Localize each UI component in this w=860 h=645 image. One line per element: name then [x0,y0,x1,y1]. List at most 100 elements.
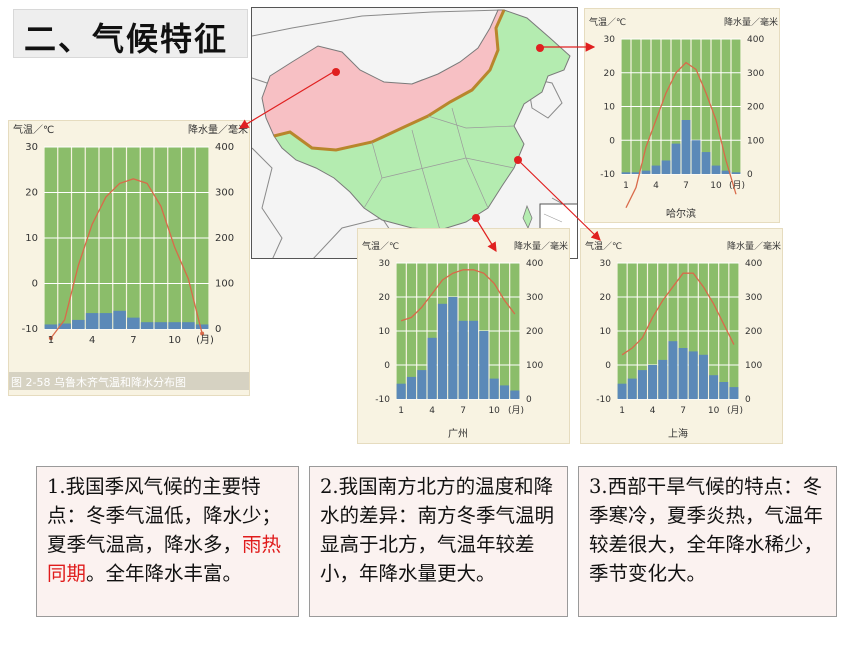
harbin-chart-panel: 气温／℃ 降水量／毫米 30 20 10 0 -10 400 300 200 100 0 1 4 7 10 (月… [584,8,780,223]
harbin-dot [536,44,544,52]
note2-text: 2.我国南方北方的温度和降水的差异：南方冬季气温明显高于北方，气温年较差小，年降… [320,475,555,585]
temp-tick-label: -10 [375,395,390,405]
month-tick-label: (月) [196,334,214,346]
precip-bar [113,310,126,329]
note1-emphasis: 雨热同期 [47,533,282,585]
precip-bar [631,172,641,174]
month-tick-label: 4 [429,406,435,416]
precip-bar [458,320,468,399]
arrow-guangzhou [474,216,497,253]
precip-bar [72,319,85,329]
temp-tick-label: 10 [379,327,391,337]
temp-tick-label: 20 [25,188,38,199]
arrow-shanghai [516,158,601,241]
month-tick-label: 4 [650,406,656,416]
precip-tick-label: 200 [215,233,234,244]
month-tick-label: 10 [168,335,181,346]
temp-tick-label: 0 [609,136,615,146]
note-monsoon-features: 1.我国季风气候的主要特点：冬季气温低，降水少；夏季气温高，降水多，雨热同期。全… [36,466,299,617]
precip-tick-label: 300 [215,188,234,199]
precip-tick-label: 300 [745,293,762,303]
precip-bar [437,303,448,399]
precip-tick-label: 400 [745,259,762,269]
month-tick-label: (月) [729,180,745,191]
month-tick-label: 7 [680,406,686,416]
precip-bar [729,387,739,399]
precip-bar [168,322,181,329]
temperature-point [48,336,53,341]
precip-bar [719,382,729,399]
temp-tick-label: 30 [600,259,612,269]
month-tick-label: 1 [619,406,625,416]
precip-axis-label: 降水量／毫米 [514,240,568,252]
temp-tick-label: 20 [600,293,612,303]
precip-bar [448,297,458,399]
precip-bar [406,376,417,399]
temp-tick-label: 0 [605,361,611,371]
precip-bar [468,320,479,399]
precip-bar [681,120,691,174]
precip-bar [651,165,661,174]
precip-bar [99,313,113,329]
precip-bar [637,370,647,399]
temp-axis-label: 气温／℃ [585,240,622,252]
precip-bar [627,378,637,399]
month-tick-label: (月) [727,405,743,416]
precip-bar [195,324,209,329]
shanghai-chart-panel: 气温／℃ 降水量／毫米 30 20 10 0 -10 400 300 200 100 0 1 4 7 10 (月… [580,228,783,444]
precip-bar [396,383,406,399]
note-north-south-difference: 2.我国南方北方的温度和降水的差异：南方冬季气温明显高于北方，气温年较差小，年降… [309,466,568,617]
title-box: 二、气候特征 [13,9,248,58]
precip-tick-label: 0 [745,395,751,405]
precip-bar [58,323,71,329]
temperature-line [400,269,516,322]
precip-tick-label: 100 [747,136,764,146]
precip-tick-label: 400 [747,35,764,45]
temp-tick-label: -10 [600,170,615,180]
precip-bar [182,322,195,329]
month-tick-label: 7 [683,181,689,191]
precip-tick-label: 100 [745,361,762,371]
precip-bar [648,365,658,399]
note3-text: 3.西部干旱气候的特点：冬季寒冷，夏季炎热，气温年较差很大，全年降水稀少，季节变… [589,475,824,585]
month-tick-label: 1 [623,181,629,191]
precip-tick-label: 100 [526,361,543,371]
precip-bar [127,317,140,329]
precip-bar [691,140,701,174]
precip-bar [499,385,510,399]
temperature-point [200,331,205,336]
precip-bar [671,143,681,174]
note1-text-b: 。全年降水丰富。 [86,562,243,585]
precip-bar [641,170,651,174]
page-title: 二、气候特征 [24,20,229,58]
temperature-line [621,272,735,356]
temp-tick-label: 30 [604,35,616,45]
temp-tick-label: 0 [32,279,38,290]
urumqi-dot [332,68,340,76]
note-western-arid: 3.西部干旱气候的特点：冬季寒冷，夏季炎热，气温年较差很大，全年降水稀少，季节变… [578,466,837,617]
precip-bar [668,341,678,399]
caption-band [9,372,249,390]
temp-tick-label: 30 [25,142,38,153]
note1-text-a: 1.我国季风气候的主要特点：冬季气温低，降水少；夏季气温高，降水多， [47,475,282,556]
precip-axis-label: 降水量／毫米 [188,123,248,136]
precip-bar [721,170,731,174]
precip-tick-label: 0 [526,395,532,405]
temp-tick-label: -10 [596,395,611,405]
precip-tick-label: 300 [526,293,543,303]
temp-axis-label: 气温／℃ [362,240,399,252]
precip-bar [658,359,668,399]
precip-tick-label: 200 [747,103,764,113]
month-tick-label: 10 [488,406,500,416]
temperature-line [625,61,737,209]
temp-tick-label: 10 [25,233,38,244]
precip-bar [489,378,499,399]
chart-caption: 图 2-58 乌鲁木齐气温和降水分布图 [11,375,186,389]
china-climate-map [251,7,578,259]
temp-tick-label: 10 [600,327,612,337]
